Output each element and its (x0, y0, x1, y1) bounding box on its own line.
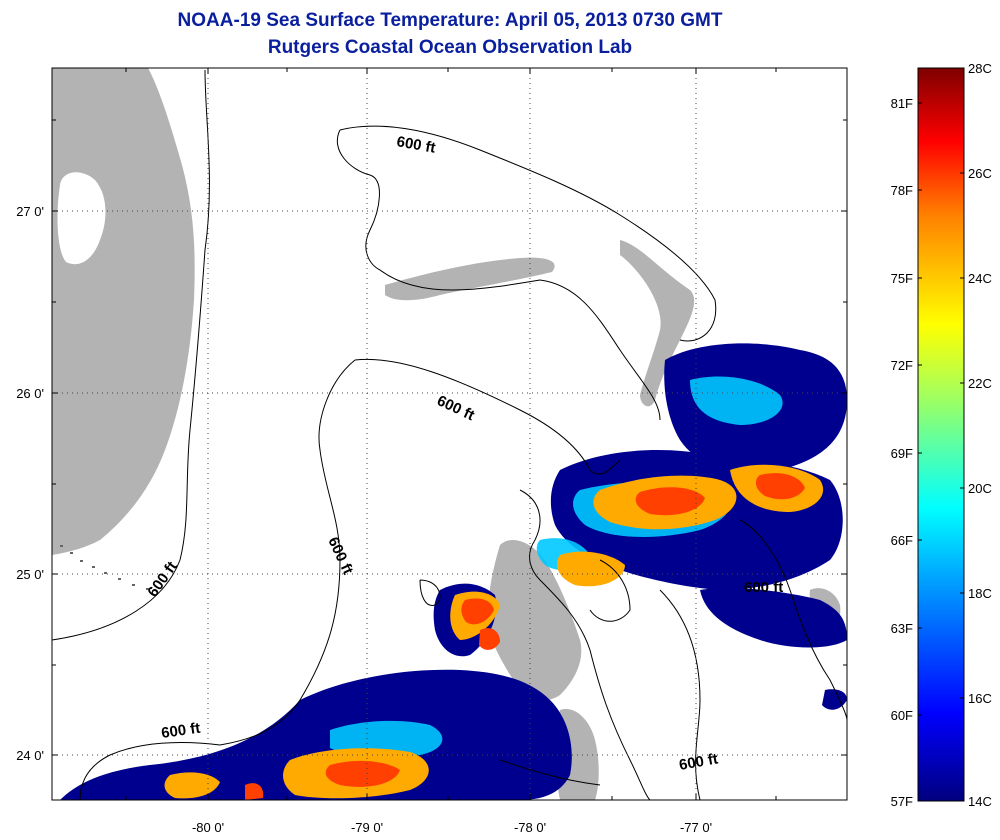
map-subtitle: Rutgers Coastal Ocean Observation Lab (267, 37, 633, 58)
contour-label-southeast: 600 ft (678, 750, 720, 774)
andros-land (488, 540, 582, 701)
sst-hot-patches (245, 473, 805, 800)
colorbar-c-label: 20C (968, 481, 992, 496)
colorbar-f-label: 72F (891, 358, 913, 373)
x-tick-label: -77 0' (680, 820, 712, 835)
colorbar-f-label: 69F (891, 446, 913, 461)
colorbar-c-label: 16C (968, 691, 992, 706)
lat-lon-grid (52, 68, 847, 800)
contour-label-south: 600 ft (160, 720, 201, 742)
x-tick-label: -80 0' (192, 820, 224, 835)
colorbar-f-label: 63F (891, 621, 913, 636)
contour-label-grand-bahama: 600 ft (395, 133, 437, 157)
colorbar-f-label: 75F (891, 271, 913, 286)
colorbar-f-label: 57F (891, 794, 913, 809)
colorbar-c-label: 28C (968, 61, 992, 76)
colorbar-c-label: 22C (968, 376, 992, 391)
y-tick-label: 24 0' (16, 748, 44, 763)
lake-okeechobee (57, 172, 106, 265)
contour-label-east: 600 ft (744, 579, 783, 596)
colorbar (917, 67, 965, 802)
y-tick-label: 27 0' (16, 204, 44, 219)
x-tick-label: -78 0' (514, 820, 546, 835)
colorbar-f-label: 60F (891, 708, 913, 723)
tick-marks (52, 68, 847, 800)
map-frame (51, 67, 848, 801)
colorbar-ticks (918, 102, 964, 716)
depth-contours (52, 69, 847, 800)
colorbar-c-label: 18C (968, 586, 992, 601)
colorbar-c-label: 26C (968, 166, 992, 181)
colorbar-c-label: 24C (968, 271, 992, 286)
x-tick-label: -79 0' (351, 820, 383, 835)
colorbar-f-label: 66F (891, 533, 913, 548)
florida-keys (60, 545, 149, 590)
grand-bahama-land (385, 257, 555, 301)
y-tick-label: 26 0' (16, 386, 44, 401)
y-tick-label: 25 0' (16, 567, 44, 582)
colorbar-c-label: 14C (968, 794, 992, 809)
abaco-land (620, 240, 695, 407)
colorbar-f-label: 81F (891, 96, 913, 111)
map-title: NOAA-19 Sea Surface Temperature: April 0… (177, 10, 723, 31)
colorbar-f-label: 78F (891, 183, 913, 198)
